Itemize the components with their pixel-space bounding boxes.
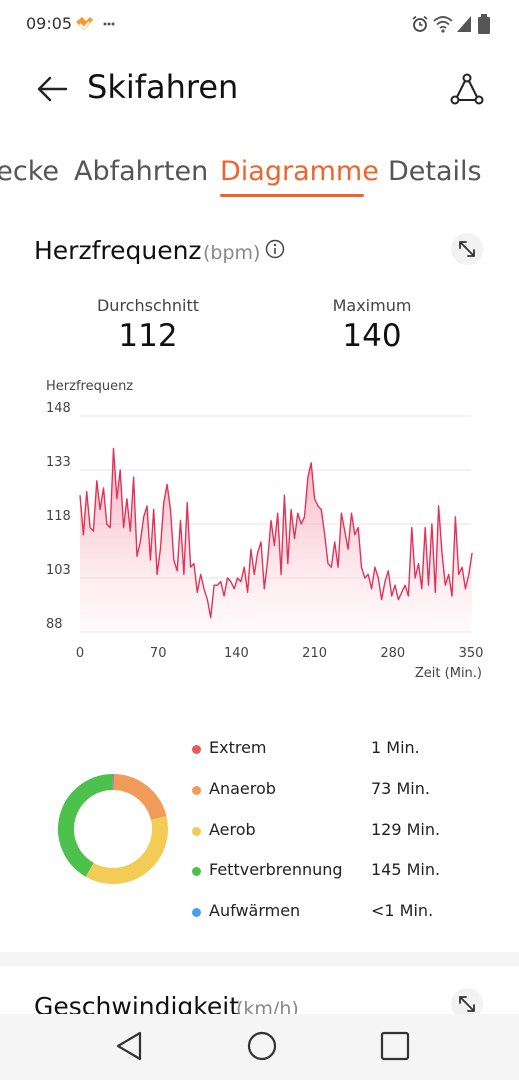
- nav-home-icon[interactable]: [246, 1030, 278, 1062]
- zone-row: Anaerob 73 Min.: [192, 779, 492, 803]
- route-icon[interactable]: [450, 73, 484, 105]
- x-tick-label: 140: [224, 646, 249, 661]
- x-tick-label: 280: [380, 646, 405, 661]
- zone-name: Anaerob: [209, 778, 276, 798]
- page-title: Skifahren: [87, 68, 239, 106]
- zone-duration: 145 Min.: [371, 860, 441, 880]
- zone-color-dot: [192, 785, 201, 795]
- zone-duration: 129 Min.: [371, 819, 441, 839]
- zone-duration: <1 Min.: [371, 901, 434, 921]
- zone-row: Aufwärmen <1 Min.: [192, 901, 492, 925]
- donut-segment-fettverbrennung: [58, 774, 114, 877]
- tab-details[interactable]: Details: [388, 156, 482, 187]
- system-nav-bar: [0, 1014, 519, 1080]
- y-axis-label: Herzfrequenz: [46, 379, 133, 394]
- x-axis-label: Zeit (Min.): [415, 666, 482, 681]
- x-tick-label: 0: [76, 646, 84, 661]
- zone-color-dot: [192, 745, 201, 754]
- cell-signal-icon: [457, 16, 471, 32]
- zone-donut-chart: [58, 773, 168, 884]
- x-tick-label: 70: [150, 646, 167, 661]
- donut-segment-aerob: [85, 816, 168, 884]
- active-tab-indicator: [220, 194, 364, 197]
- speed-unit: (km/h): [236, 998, 299, 1014]
- expand-speed-button[interactable]: [451, 988, 483, 1014]
- heart-rate-chart: Herzfrequenz 148 133 118 103 88 0 70 140 210 280 35…: [46, 379, 484, 681]
- expand-chart-button[interactable]: [451, 233, 483, 265]
- speed-card: Geschwindigkeit (km/h): [0, 966, 519, 1014]
- y-tick-label: 103: [46, 563, 71, 578]
- tab-bar: Strecke Abfahrten Diagramme Details: [0, 138, 519, 208]
- y-tick-label: 133: [46, 455, 71, 470]
- zone-row: Aerob 129 Min.: [192, 820, 492, 844]
- zone-duration: 1 Min.: [371, 738, 420, 757]
- nav-recents-icon[interactable]: [380, 1031, 410, 1061]
- zone-color-dot: [192, 826, 201, 836]
- alarm-icon: [412, 15, 428, 32]
- info-icon[interactable]: [265, 239, 285, 259]
- more-notifications-icon: [103, 22, 115, 26]
- zone-color-dot: [192, 867, 201, 877]
- zone-name: Fettverbrennung: [209, 860, 343, 880]
- speed-title: Geschwindigkeit: [34, 992, 240, 1014]
- status-time: 09:05: [26, 14, 73, 33]
- back-arrow-icon[interactable]: [36, 74, 68, 104]
- tab-strecke[interactable]: Strecke: [0, 156, 59, 187]
- average-label: Durchschnitt: [96, 296, 200, 315]
- zone-duration: 73 Min.: [371, 778, 430, 798]
- x-tick-label: 350: [459, 646, 484, 661]
- tab-diagramme[interactable]: Diagramme: [220, 156, 379, 187]
- zone-row: Fettverbrennung 145 Min.: [192, 860, 492, 884]
- maximum-value: 140: [342, 318, 402, 354]
- y-tick-label: 88: [46, 617, 63, 632]
- app-header: Skifahren: [0, 48, 519, 138]
- average-value: 112: [118, 318, 178, 354]
- zone-name: Extrem: [209, 738, 267, 757]
- heart-rate-area: [80, 448, 473, 632]
- heart-rate-unit: (bpm): [203, 242, 261, 264]
- battery-icon: [478, 14, 490, 34]
- donut-segment-anaerob: [113, 774, 167, 821]
- expand-icon: [459, 996, 475, 1012]
- zone-row: Extrem 1 Min.: [192, 738, 492, 762]
- heart-rate-card: Herzfrequenz (bpm) Durchschnitt 112 Maxi…: [0, 208, 519, 952]
- tab-abfahrten[interactable]: Abfahrten: [74, 156, 209, 187]
- y-tick-label: 118: [46, 509, 71, 524]
- maximum-label: Maximum: [332, 296, 412, 315]
- nav-back-icon[interactable]: [114, 1030, 144, 1062]
- expand-icon: [459, 241, 475, 257]
- app-notification-icon: [76, 17, 93, 30]
- x-tick-label: 210: [302, 646, 327, 661]
- zone-color-dot: [192, 908, 201, 918]
- heart-rate-line: [79, 447, 473, 619]
- y-tick-label: 148: [46, 401, 71, 416]
- zone-name: Aerob: [209, 819, 256, 839]
- status-bar: 09:05: [0, 0, 519, 48]
- wifi-icon: [433, 16, 453, 33]
- zone-name: Aufwärmen: [209, 901, 301, 921]
- heart-rate-title: Herzfrequenz: [34, 236, 202, 265]
